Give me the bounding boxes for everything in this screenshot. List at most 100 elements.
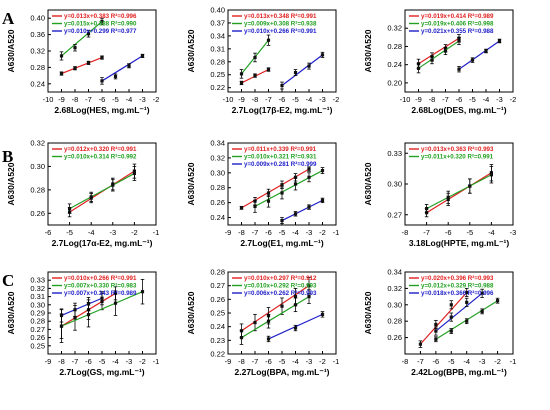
y-tick-label: 0.34 — [210, 139, 225, 148]
y-tick-label: 0.31 — [210, 44, 225, 53]
y-tick-label: 0.22 — [210, 350, 225, 359]
fit-line — [61, 21, 103, 57]
legend-entry: y=0.010x+0.297 R²=0.912 — [244, 275, 317, 282]
data-point — [280, 191, 284, 195]
legend-entry: y=0.009x+0.281 R²=0.999 — [244, 161, 317, 168]
data-point — [320, 312, 325, 316]
legend-entry: y=0.020x+0.396 R²=0.993 — [421, 275, 494, 282]
x-tick-label: -5 — [66, 228, 73, 237]
legend-entry: y=0.010x+0.299 R²=0.977 — [64, 28, 137, 35]
x-tick-label: -7 — [252, 228, 259, 237]
plot-frame — [47, 142, 157, 226]
x-axis-label: 2.42Log(BPB, mg.mL⁻¹) — [411, 367, 507, 377]
data-point — [266, 191, 271, 195]
x-tick-label: -6 — [99, 95, 106, 104]
y-tick-label: 0.26 — [387, 333, 402, 342]
chart-panel-2: -10 -9 -8 -7 -6 -5 -4 -3 -2 0.22 0.25 0.28 0.31 0.34 0… — [186, 6, 339, 116]
series-blue — [280, 51, 325, 90]
data-point — [59, 54, 64, 58]
x-tick-label: -8 — [429, 95, 436, 104]
data-point — [434, 322, 438, 327]
x-tick-label: -4 — [88, 228, 95, 237]
x-tick-label: -6 — [265, 357, 272, 366]
y-tick-label: 0.24 — [210, 213, 225, 222]
y-tick-label: 0.28 — [210, 268, 225, 277]
series-blue — [100, 53, 145, 85]
data-point — [239, 81, 244, 85]
data-point — [100, 79, 104, 83]
data-point — [100, 55, 104, 60]
data-point — [465, 290, 469, 295]
data-point — [73, 66, 77, 70]
x-tick-label: -8 — [252, 95, 259, 104]
x-tick-label: -7 — [442, 95, 449, 104]
series-green — [239, 289, 311, 345]
x-tick-label: -8 — [72, 95, 79, 104]
fit-line — [241, 168, 310, 209]
legend-entry: y=0.010x+0.266 R²=0.991 — [64, 275, 137, 282]
data-point — [293, 212, 298, 216]
x-tick-label: -3 — [126, 357, 133, 366]
legend-entry: y=0.009x+0.308 R²=0.938 — [244, 21, 317, 28]
legend-entry: y=0.006x+0.262 R²=0.993 — [244, 290, 317, 297]
row-label-c: C — [2, 271, 14, 290]
series-green — [434, 297, 500, 343]
row-label-b: B — [2, 147, 13, 166]
data-point — [418, 342, 423, 346]
x-axis-label: 2.7Log(17α-E2, mg.mL⁻¹) — [52, 238, 153, 248]
data-point — [239, 72, 244, 76]
data-point — [59, 313, 64, 318]
series-green — [59, 17, 104, 61]
data-point — [280, 183, 284, 187]
legend-entry: y=0.011x+0.339 R²=0.991 — [244, 146, 317, 153]
y-tick-label: 0.32 — [30, 139, 45, 148]
data-point — [484, 49, 488, 53]
data-point — [280, 304, 284, 308]
data-point — [111, 183, 115, 187]
x-tick-label: -10 — [400, 95, 411, 104]
y-tick-label: 0.26 — [210, 295, 225, 304]
legend-entry: y=0.010x+0.292 R²=0.993 — [244, 283, 317, 290]
y-tick-label: 0.26 — [30, 333, 45, 342]
fit-line — [281, 54, 323, 87]
x-tick-label: -2 — [494, 357, 501, 366]
x-axis-label: 3.18Log(HPTE, mg.mL⁻¹) — [409, 238, 510, 248]
x-tick-label: -2 — [153, 95, 160, 104]
data-point — [100, 296, 104, 300]
y-axis-label: A630/A520 — [6, 291, 16, 334]
data-point — [280, 218, 284, 223]
y-tick-label: 0.27 — [210, 281, 225, 290]
x-tick-label: -4 — [483, 95, 490, 104]
panels-group: -10 -9 -8 -7 -6 -5 -4 -3 -2 0.24 0.28 0.32 0.36 0.40 2… — [6, 6, 516, 378]
x-tick-label: -7 — [72, 357, 79, 366]
data-point — [480, 309, 484, 313]
y-tick-label: 0.40 — [210, 6, 225, 15]
y-axis-label: A630/A520 — [186, 291, 196, 334]
data-point — [253, 74, 257, 78]
data-point — [495, 299, 500, 303]
x-tick-label: -1 — [153, 357, 160, 366]
x-tick-label: -6 — [279, 95, 286, 104]
y-tick-label: 0.20 — [387, 78, 402, 87]
y-tick-label: 0.31 — [30, 292, 45, 301]
x-tick-label: -6 — [85, 357, 92, 366]
chart-panel-1: -10 -9 -8 -7 -6 -5 -4 -3 -2 0.24 0.28 0.32 0.36 0.40 2… — [6, 9, 160, 115]
x-axis-label: 2.27Log(BPA, mg.mL⁻¹) — [235, 367, 330, 377]
x-tick-label: -8 — [238, 357, 245, 366]
x-axis-label: 2.7Log(17β-E2, mg.mL⁻¹) — [232, 105, 333, 115]
x-tick-label: -2 — [510, 95, 517, 104]
x-tick-label: -5 — [448, 357, 455, 366]
legend-entry: y=0.013x+0.348 R²=0.991 — [244, 13, 317, 20]
data-point — [280, 83, 284, 88]
data-point — [470, 58, 475, 62]
x-tick-label: -2 — [333, 95, 340, 104]
x-tick-label: -4 — [292, 357, 299, 366]
x-tick-label: -6 — [433, 357, 440, 366]
y-tick-label: 0.32 — [30, 47, 45, 56]
data-point — [307, 295, 311, 299]
fit-line — [61, 57, 103, 75]
y-axis-label: A630/A520 — [186, 162, 196, 205]
series-green — [253, 167, 325, 213]
series-red — [239, 67, 271, 86]
data-point — [266, 67, 271, 72]
